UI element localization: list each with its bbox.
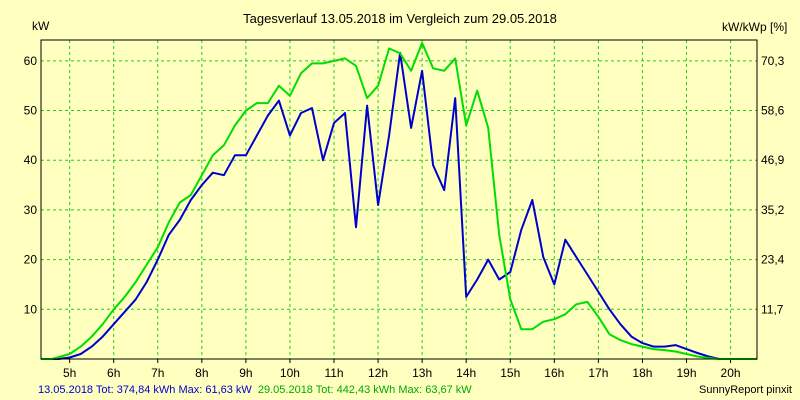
x-tick-label: 11h <box>324 366 343 380</box>
y-tick-label-right: 58,6 <box>761 104 785 118</box>
chart-title: Tagesverlauf 13.05.2018 im Vergleich zum… <box>243 11 557 26</box>
footer-summary: 13.05.2018 Tot: 374,84 kWh Max: 61,63 kW… <box>38 384 472 396</box>
y-tick-label-left: 10 <box>24 302 38 316</box>
footer-credit: SunnyReport pinxit <box>699 384 792 396</box>
x-tick-label: 10h <box>280 366 300 380</box>
y-tick-label-right: 46,9 <box>761 153 785 167</box>
series-line-2 <box>41 42 757 360</box>
x-tick-label: 5h <box>63 366 76 380</box>
x-tick-label: 13h <box>412 366 432 380</box>
x-tick-label: 8h <box>195 366 208 380</box>
y-tick-label-right: 11,7 <box>761 302 784 316</box>
y-tick-label-left: 40 <box>24 153 38 167</box>
y-tick-label-left: 20 <box>24 253 38 267</box>
x-tick-label: 6h <box>107 366 120 380</box>
x-tick-label: 16h <box>544 366 564 380</box>
y-tick-label-right: 35,2 <box>761 203 785 217</box>
y-tick-label-right: 70,3 <box>761 54 785 68</box>
plot-frame <box>40 39 758 360</box>
x-tick-label: 7h <box>151 366 164 380</box>
y-tick-label-left: 50 <box>24 104 38 118</box>
y-tick-label-right: 23,4 <box>761 253 785 267</box>
x-tick-label: 20h <box>721 366 741 380</box>
x-tick-label: 14h <box>456 366 476 380</box>
series-2-summary: 29.05.2018 Tot: 442,43 kWh Max: 63,67 kW <box>258 384 472 396</box>
y-axis-left-label: kW <box>32 19 50 33</box>
x-tick-label: 9h <box>239 366 252 380</box>
y-tick-label-left: 30 <box>24 203 38 217</box>
plot-area <box>41 40 757 359</box>
y-tick-labels-left: 10 20 30 40 50 60 <box>24 54 38 316</box>
grid <box>41 40 757 363</box>
x-tick-label: 15h <box>500 366 520 380</box>
x-tick-labels: 5h 6h 7h 8h 9h 10h 11h 12h 13h 14h 15h 16h 17h 18h 19h… <box>63 366 741 380</box>
series-1-summary: 13.05.2018 Tot: 374,84 kWh Max: 61,63 kW <box>38 384 252 396</box>
y-tick-labels-right: 11,7 23,4 35,2 46,9 58,6 70,3 <box>761 54 785 316</box>
y-axis-right-label: kW/kWp [%] <box>722 20 787 34</box>
y-tick-label-left: 60 <box>24 54 38 68</box>
series-line-1 <box>41 51 757 360</box>
x-tick-label: 17h <box>588 366 608 380</box>
x-tick-label: 12h <box>368 366 388 380</box>
x-tick-label: 19h <box>676 366 696 380</box>
x-tick-label: 18h <box>632 366 652 380</box>
series-layer <box>41 42 757 360</box>
